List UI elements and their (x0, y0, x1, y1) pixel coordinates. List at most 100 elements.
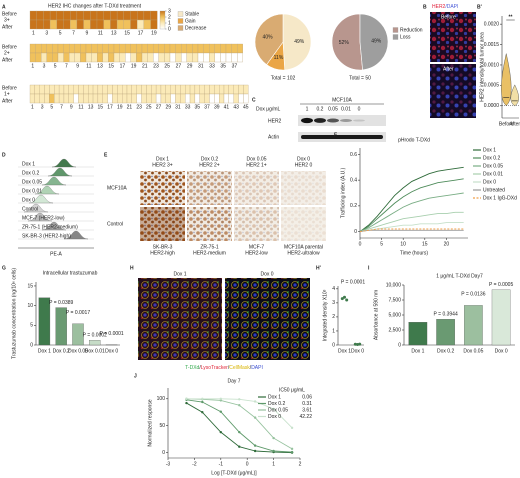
x-tick-label: 39 (214, 104, 220, 110)
heatmap-cell (107, 93, 113, 104)
x-tick-label: 15 (108, 63, 114, 69)
x-tick-label: 1 (31, 104, 34, 110)
point (290, 426, 294, 430)
heatmap-cell (175, 93, 181, 104)
x-tick-label: 11 (86, 63, 91, 69)
heatmap-cell (231, 43, 238, 54)
y-tick-label: 5,000 (388, 312, 401, 318)
point (219, 397, 222, 400)
y-tick-label: 0.2 (350, 203, 357, 209)
heatmap-cell (130, 10, 138, 21)
image-label: Before (441, 14, 456, 20)
histogram-label: Dox 0.01 (22, 188, 42, 194)
heatmap-cell (165, 84, 171, 95)
x-tick-label: 13 (97, 63, 103, 69)
x-tick-label: 35 (195, 104, 201, 110)
heatmap-cell (49, 19, 57, 30)
x-tick-label: 21 (142, 63, 148, 69)
series-line (359, 211, 464, 233)
heatmap-cell (147, 52, 154, 63)
x-tick-label: Dox 0 (351, 348, 364, 354)
heatmap-cell (73, 93, 79, 104)
heatmap-cell (36, 10, 44, 21)
heatmap-cell (197, 52, 204, 63)
heatmap-cell (119, 43, 126, 54)
heatmap-cell (29, 84, 35, 95)
point (272, 436, 275, 440)
chart-title: Day 7 (227, 378, 240, 384)
band (301, 135, 383, 139)
heatmap-cell (69, 52, 75, 63)
y-tick-label: 0.4 (350, 177, 357, 183)
bar (464, 305, 483, 346)
heatmap-cell (158, 52, 165, 63)
heatmap-cell (52, 52, 59, 63)
panel-label: F (334, 132, 337, 138)
heatmap-cell (223, 93, 229, 104)
heatmap-cell (197, 43, 204, 54)
x-tick-label: Before (499, 121, 514, 127)
heatmap-cell (137, 19, 145, 30)
legend-part: / (250, 365, 252, 371)
heatmap-cell (153, 52, 159, 63)
heatmap-cell (175, 52, 182, 63)
ihc-image (187, 171, 232, 205)
heatmap-cell (83, 84, 89, 95)
heatmap-cell (204, 93, 210, 104)
p-value: P = 0.0001 (99, 331, 123, 337)
y-tick-label: 0 (398, 342, 401, 348)
heatmap-cell (35, 43, 42, 54)
heatmap-cell (199, 93, 205, 104)
x-tick-label: 9 (70, 104, 73, 110)
heatmap-cell (119, 52, 126, 63)
heatmap-cell (102, 93, 108, 104)
histogram (34, 185, 60, 195)
heatmap-cell (54, 93, 60, 104)
x-tick-label: 29 (187, 63, 193, 69)
x-tick-label: After (509, 121, 520, 127)
heatmap-cell (63, 19, 71, 30)
lane-label: 1 (306, 106, 309, 112)
x-tick-label: 7 (65, 63, 68, 69)
x-tick-label: Dox 0.05 (463, 348, 483, 354)
significance: ** (509, 14, 513, 20)
row-label: 1+ (4, 91, 10, 97)
heatmap-cell (220, 52, 227, 63)
point (340, 297, 344, 301)
image-title: HER2/DAPI (432, 4, 458, 10)
histogram (47, 167, 73, 177)
heatmap-cell (160, 93, 166, 104)
x-tick-label: 20 (444, 241, 450, 247)
heatmap-cell (80, 43, 87, 54)
heatmap-cell (122, 93, 128, 104)
heatmap-cell (52, 43, 59, 54)
y-tick-label: 5 (30, 323, 33, 329)
point (238, 398, 241, 401)
legend-value: 3.61 (302, 407, 312, 413)
panel-label: I (368, 265, 370, 271)
heatmap-cell (185, 93, 191, 104)
y-tick-label: 3 (332, 300, 335, 306)
ihc-grid (140, 171, 326, 241)
image-label: After (443, 66, 454, 72)
heatmap-cell (91, 43, 98, 54)
heatmap-cell (123, 19, 131, 30)
heatmap-cell (107, 84, 113, 95)
heatmap-cell (141, 43, 148, 54)
heatmap-cell (83, 19, 91, 30)
dox-label: Dox μg/mL (256, 106, 280, 112)
x-tick-label: 11 (98, 30, 103, 36)
heatmap-cell (58, 93, 65, 104)
heatmap-cell (70, 10, 78, 21)
heatmap-cell (141, 52, 148, 63)
y-tick-label: 7,500 (388, 297, 401, 303)
control-label: HER2-ultralow (287, 250, 320, 256)
x-tick-label: 27 (176, 63, 182, 69)
legend-swatch (392, 27, 399, 33)
ihc-fade (281, 207, 326, 241)
legend-label: Decrease (185, 25, 207, 31)
heatmap-cell (180, 93, 186, 104)
pie-slice (359, 13, 389, 71)
heatmap-cell (108, 43, 115, 54)
